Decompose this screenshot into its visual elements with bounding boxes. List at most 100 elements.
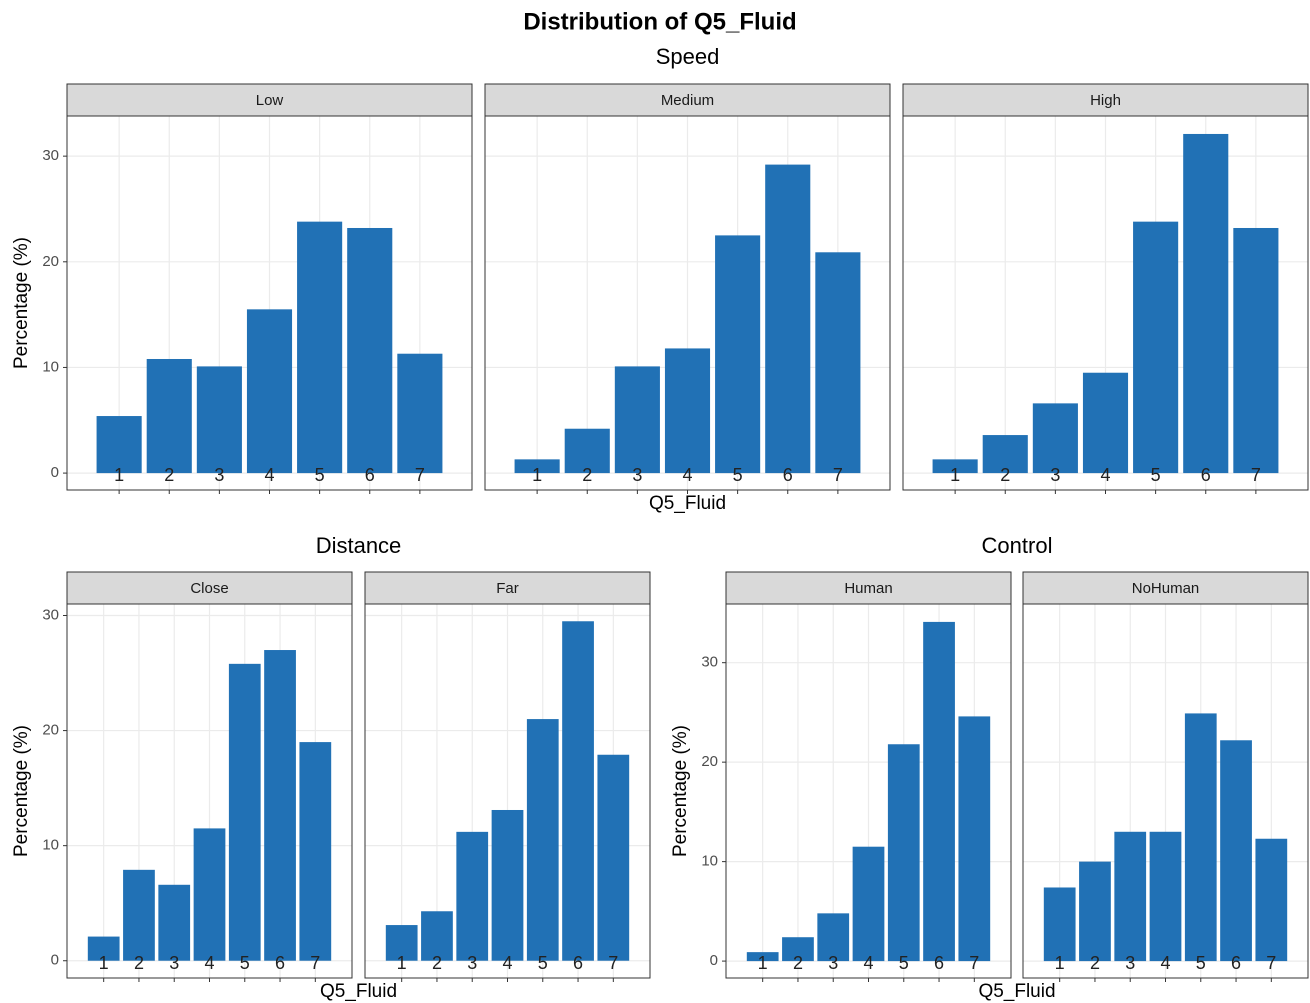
main-title: Distribution of Q5_Fluid xyxy=(523,8,796,35)
x-tick-label: 4 xyxy=(863,953,873,973)
bar xyxy=(421,911,453,961)
bar xyxy=(852,846,885,962)
facet-label: High xyxy=(1090,92,1121,109)
x-tick-label: 1 xyxy=(532,465,542,485)
y-axis-title: Percentage (%) xyxy=(11,725,32,857)
x-tick-label: 7 xyxy=(310,953,320,973)
x-tick-label: 2 xyxy=(793,953,803,973)
bar xyxy=(1149,831,1182,962)
x-tick-label: 7 xyxy=(833,465,843,485)
y-tick-label: 0 xyxy=(710,952,718,969)
x-tick-label: 2 xyxy=(164,465,174,485)
panel-border xyxy=(66,603,353,979)
bar xyxy=(1032,403,1078,474)
y-tick-label: 20 xyxy=(701,753,718,770)
x-tick-label: 6 xyxy=(573,953,583,973)
bar xyxy=(158,884,191,961)
panel-border xyxy=(66,115,473,491)
y-tick-label: 20 xyxy=(42,722,59,739)
x-tick-label: 4 xyxy=(264,465,274,485)
x-tick-label: 5 xyxy=(1196,953,1206,973)
x-tick-label: 5 xyxy=(899,953,909,973)
x-tick-label: 6 xyxy=(365,465,375,485)
bar xyxy=(228,663,261,961)
panel-border xyxy=(725,603,1012,979)
bar xyxy=(123,869,155,961)
facet-strip xyxy=(364,571,651,605)
y-tick-label: 30 xyxy=(42,147,59,164)
bar xyxy=(193,828,226,961)
x-axis-title: Q5_Fluid xyxy=(978,981,1055,1002)
y-axis-title: Percentage (%) xyxy=(11,237,32,369)
bar xyxy=(246,309,293,474)
x-tick-label: 1 xyxy=(1055,953,1065,973)
x-tick-label: 6 xyxy=(1201,465,1211,485)
facet-label: Human xyxy=(844,580,892,597)
bar xyxy=(1183,133,1229,474)
x-tick-label: 3 xyxy=(467,953,477,973)
bar xyxy=(514,459,560,474)
x-tick-label: 1 xyxy=(397,953,407,973)
y-tick-label: 10 xyxy=(701,853,718,870)
x-tick-label: 4 xyxy=(204,953,214,973)
x-tick-label: 3 xyxy=(1125,953,1135,973)
bar xyxy=(782,937,814,962)
x-tick-label: 4 xyxy=(682,465,692,485)
bar xyxy=(1255,838,1288,962)
bar xyxy=(562,621,594,961)
group-title: Control xyxy=(982,533,1053,558)
x-tick-label: 6 xyxy=(1231,953,1241,973)
x-tick-label: 7 xyxy=(1251,465,1261,485)
bar xyxy=(1043,887,1076,962)
bar xyxy=(456,831,489,961)
y-tick-label: 30 xyxy=(42,606,59,623)
x-tick-label: 2 xyxy=(582,465,592,485)
x-tick-label: 5 xyxy=(1151,465,1161,485)
x-tick-label: 7 xyxy=(969,953,979,973)
group-title: Speed xyxy=(656,44,720,69)
bar xyxy=(1233,227,1279,474)
bar xyxy=(1133,221,1179,474)
facet-label: Medium xyxy=(661,92,714,109)
bar xyxy=(385,925,418,961)
x-tick-label: 1 xyxy=(758,953,768,973)
x-tick-label: 6 xyxy=(934,953,944,973)
group-title: Distance xyxy=(316,533,402,558)
bar xyxy=(982,435,1028,474)
x-axis-title: Q5_Fluid xyxy=(649,493,726,514)
bar xyxy=(96,416,142,474)
bar xyxy=(817,913,850,962)
facet-strip xyxy=(902,83,1309,117)
x-tick-label: 2 xyxy=(1090,953,1100,973)
x-tick-label: 7 xyxy=(1266,953,1276,973)
x-tick-label: 5 xyxy=(733,465,743,485)
panel-border xyxy=(364,603,651,979)
bar xyxy=(526,719,559,961)
x-tick-label: 5 xyxy=(240,953,250,973)
x-tick-label: 4 xyxy=(1160,953,1170,973)
bar xyxy=(264,650,296,961)
facet-label: NoHuman xyxy=(1132,580,1200,597)
x-tick-label: 4 xyxy=(502,953,512,973)
bar xyxy=(715,235,761,474)
y-tick-label: 0 xyxy=(51,952,59,969)
bar xyxy=(146,358,192,474)
facet-strip xyxy=(66,83,473,117)
facet-label: Close xyxy=(190,580,228,597)
x-tick-label: 3 xyxy=(214,465,224,485)
x-tick-label: 5 xyxy=(538,953,548,973)
x-tick-label: 1 xyxy=(114,465,124,485)
bar xyxy=(765,164,811,474)
y-tick-label: 30 xyxy=(701,654,718,671)
x-tick-label: 3 xyxy=(169,953,179,973)
bar xyxy=(1079,861,1111,962)
bar xyxy=(299,742,332,961)
x-tick-label: 4 xyxy=(1100,465,1110,485)
panel-border xyxy=(1022,603,1309,979)
panel-border xyxy=(484,115,891,491)
bar xyxy=(597,754,630,961)
y-tick-label: 20 xyxy=(42,253,59,270)
x-tick-label: 3 xyxy=(632,465,642,485)
bar xyxy=(1114,831,1147,962)
